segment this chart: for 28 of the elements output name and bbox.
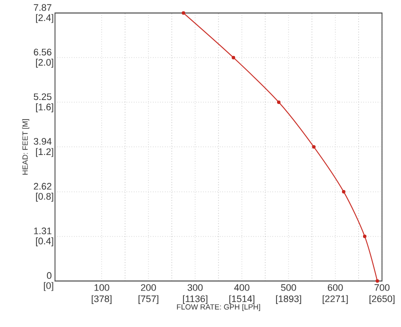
x-tick-label: 300 — [188, 284, 203, 291]
y2-tick-label: [2.4] — [36, 14, 54, 23]
x2-tick-label: [1136] — [183, 295, 208, 304]
y2-tick-label: [0.4] — [36, 237, 54, 246]
y2-tick-label: [0] — [44, 282, 54, 291]
y-tick-label: 1.31 — [34, 228, 52, 234]
x2-tick-label: [757] — [138, 295, 158, 304]
x2-tick-label: [1893] — [276, 295, 302, 304]
y-tick-label: 5.25 — [34, 93, 52, 100]
y-tick-label: 0 — [46, 272, 52, 279]
y2-tick-label: [1.2] — [36, 148, 54, 157]
x-tick-label: 700 — [374, 284, 390, 291]
x-tick-label: 600 — [328, 284, 343, 291]
x-tick-label: 200 — [141, 284, 156, 291]
y-tick-label: 7.87 — [34, 4, 52, 11]
y2-tick-label: [0.8] — [36, 192, 54, 202]
y2-tick-label: [1.6] — [36, 103, 54, 112]
x-tick-label: 500 — [281, 284, 296, 291]
y2-tick-label: [2.0] — [36, 58, 54, 68]
x-tick-label: 400 — [234, 284, 250, 291]
x2-tick-label: [2650] — [370, 295, 394, 304]
y-tick-label: 2.62 — [34, 182, 52, 190]
y-tick-label: 6.56 — [34, 48, 52, 56]
x-tick-label: 100 — [94, 284, 110, 291]
x2-tick-label: [378] — [92, 295, 112, 304]
x2-tick-label: [2271] — [322, 295, 348, 304]
x2-tick-label: [1514] — [229, 295, 254, 304]
y-tick-label: 3.94 — [34, 138, 52, 145]
